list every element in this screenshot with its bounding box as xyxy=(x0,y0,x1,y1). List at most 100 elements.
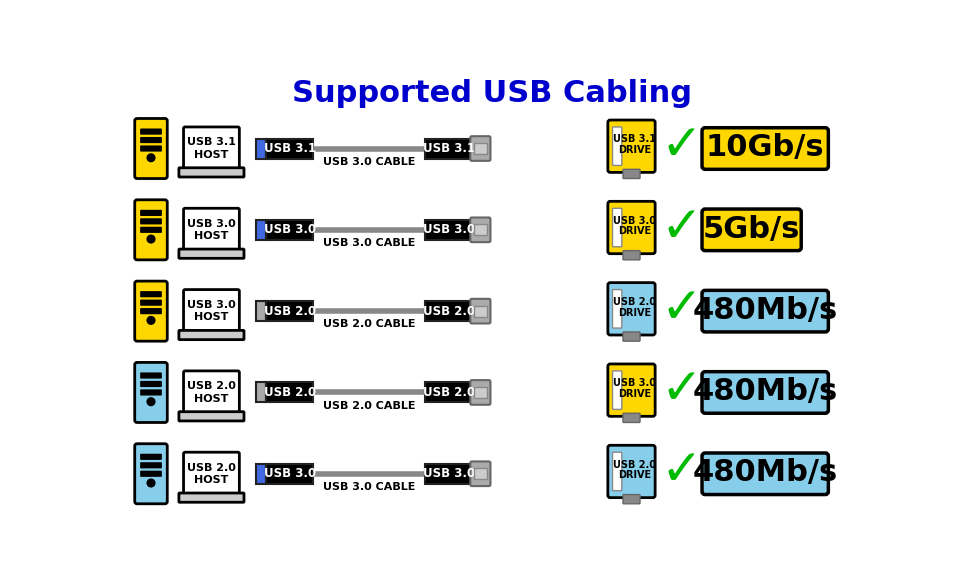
FancyBboxPatch shape xyxy=(179,493,244,502)
FancyBboxPatch shape xyxy=(623,169,640,179)
FancyBboxPatch shape xyxy=(612,371,622,409)
FancyBboxPatch shape xyxy=(255,301,267,321)
Text: ✓: ✓ xyxy=(660,366,703,414)
Text: USB 3.0 CABLE: USB 3.0 CABLE xyxy=(323,238,416,248)
FancyBboxPatch shape xyxy=(267,301,313,321)
FancyBboxPatch shape xyxy=(140,390,162,395)
FancyBboxPatch shape xyxy=(140,372,162,379)
Text: USB 2.0: USB 2.0 xyxy=(613,460,656,469)
Text: USB 3.1: USB 3.1 xyxy=(422,142,474,155)
FancyBboxPatch shape xyxy=(267,464,313,484)
FancyBboxPatch shape xyxy=(134,444,167,504)
Text: USB 3.0: USB 3.0 xyxy=(422,223,474,236)
Text: DRIVE: DRIVE xyxy=(618,470,651,480)
FancyBboxPatch shape xyxy=(140,210,162,216)
FancyBboxPatch shape xyxy=(623,495,640,504)
FancyBboxPatch shape xyxy=(608,445,655,498)
Text: DRIVE: DRIVE xyxy=(618,227,651,236)
FancyBboxPatch shape xyxy=(134,118,167,179)
FancyBboxPatch shape xyxy=(425,301,472,321)
FancyBboxPatch shape xyxy=(183,290,239,333)
FancyBboxPatch shape xyxy=(183,127,239,170)
FancyBboxPatch shape xyxy=(474,387,487,398)
Text: USB 2.0: USB 2.0 xyxy=(613,297,656,307)
FancyBboxPatch shape xyxy=(623,251,640,260)
Circle shape xyxy=(147,154,155,162)
FancyBboxPatch shape xyxy=(267,220,313,240)
Text: Supported USB Cabling: Supported USB Cabling xyxy=(292,79,692,108)
Text: USB 2.0: USB 2.0 xyxy=(264,386,316,399)
FancyBboxPatch shape xyxy=(179,412,244,421)
Text: 480Mb/s: 480Mb/s xyxy=(692,458,838,487)
FancyBboxPatch shape xyxy=(267,383,313,402)
FancyBboxPatch shape xyxy=(474,468,487,479)
FancyBboxPatch shape xyxy=(140,227,162,233)
Text: USB 3.0: USB 3.0 xyxy=(422,467,474,480)
FancyBboxPatch shape xyxy=(179,331,244,340)
FancyBboxPatch shape xyxy=(425,383,472,402)
FancyBboxPatch shape xyxy=(474,143,487,154)
Text: HOST: HOST xyxy=(194,475,228,485)
FancyBboxPatch shape xyxy=(183,371,239,414)
Text: ✓: ✓ xyxy=(660,122,703,170)
FancyBboxPatch shape xyxy=(183,208,239,251)
FancyBboxPatch shape xyxy=(612,208,622,247)
Text: USB 3.0: USB 3.0 xyxy=(187,218,236,229)
FancyBboxPatch shape xyxy=(702,290,828,332)
FancyBboxPatch shape xyxy=(608,283,655,335)
Circle shape xyxy=(147,398,155,406)
FancyBboxPatch shape xyxy=(140,299,162,306)
FancyBboxPatch shape xyxy=(474,306,487,317)
Text: USB 3.0: USB 3.0 xyxy=(264,223,316,236)
FancyBboxPatch shape xyxy=(612,127,622,165)
Text: USB 2.0: USB 2.0 xyxy=(422,386,474,399)
Text: USB 3.0: USB 3.0 xyxy=(613,216,656,225)
FancyBboxPatch shape xyxy=(140,308,162,314)
FancyBboxPatch shape xyxy=(608,364,655,416)
Text: USB 3.0 CABLE: USB 3.0 CABLE xyxy=(323,482,416,492)
Circle shape xyxy=(147,235,155,243)
FancyBboxPatch shape xyxy=(470,461,491,486)
Text: USB 3.0: USB 3.0 xyxy=(187,300,236,310)
Text: 480Mb/s: 480Mb/s xyxy=(692,296,838,325)
Text: USB 3.0: USB 3.0 xyxy=(264,467,316,480)
FancyBboxPatch shape xyxy=(140,454,162,460)
FancyBboxPatch shape xyxy=(470,299,491,324)
FancyBboxPatch shape xyxy=(612,452,622,491)
FancyBboxPatch shape xyxy=(140,128,162,135)
FancyBboxPatch shape xyxy=(140,291,162,297)
FancyBboxPatch shape xyxy=(702,209,802,251)
FancyBboxPatch shape xyxy=(134,200,167,260)
FancyBboxPatch shape xyxy=(255,220,267,240)
FancyBboxPatch shape xyxy=(140,137,162,143)
FancyBboxPatch shape xyxy=(612,290,622,328)
Circle shape xyxy=(147,479,155,487)
FancyBboxPatch shape xyxy=(255,464,267,484)
Text: HOST: HOST xyxy=(194,150,228,160)
Text: USB 3.0: USB 3.0 xyxy=(613,378,656,388)
Text: DRIVE: DRIVE xyxy=(618,307,651,318)
FancyBboxPatch shape xyxy=(470,136,491,161)
Text: USB 3.1: USB 3.1 xyxy=(264,142,316,155)
FancyBboxPatch shape xyxy=(134,281,167,341)
Text: ✓: ✓ xyxy=(660,285,703,333)
Text: HOST: HOST xyxy=(194,394,228,403)
FancyBboxPatch shape xyxy=(140,218,162,224)
Text: USB 3.1: USB 3.1 xyxy=(187,138,236,147)
FancyBboxPatch shape xyxy=(702,453,828,495)
Circle shape xyxy=(147,317,155,324)
FancyBboxPatch shape xyxy=(134,362,167,423)
FancyBboxPatch shape xyxy=(179,168,244,177)
Text: USB 2.0 CABLE: USB 2.0 CABLE xyxy=(323,319,416,329)
FancyBboxPatch shape xyxy=(623,413,640,423)
FancyBboxPatch shape xyxy=(255,139,267,158)
Text: ✓: ✓ xyxy=(660,447,703,495)
Text: DRIVE: DRIVE xyxy=(618,389,651,399)
FancyBboxPatch shape xyxy=(255,383,267,402)
FancyBboxPatch shape xyxy=(470,217,491,242)
Text: 5Gb/s: 5Gb/s xyxy=(703,214,801,243)
Text: USB 2.0: USB 2.0 xyxy=(187,462,236,473)
Text: USB 3.0 CABLE: USB 3.0 CABLE xyxy=(323,157,416,166)
Text: HOST: HOST xyxy=(194,312,228,323)
FancyBboxPatch shape xyxy=(470,380,491,405)
